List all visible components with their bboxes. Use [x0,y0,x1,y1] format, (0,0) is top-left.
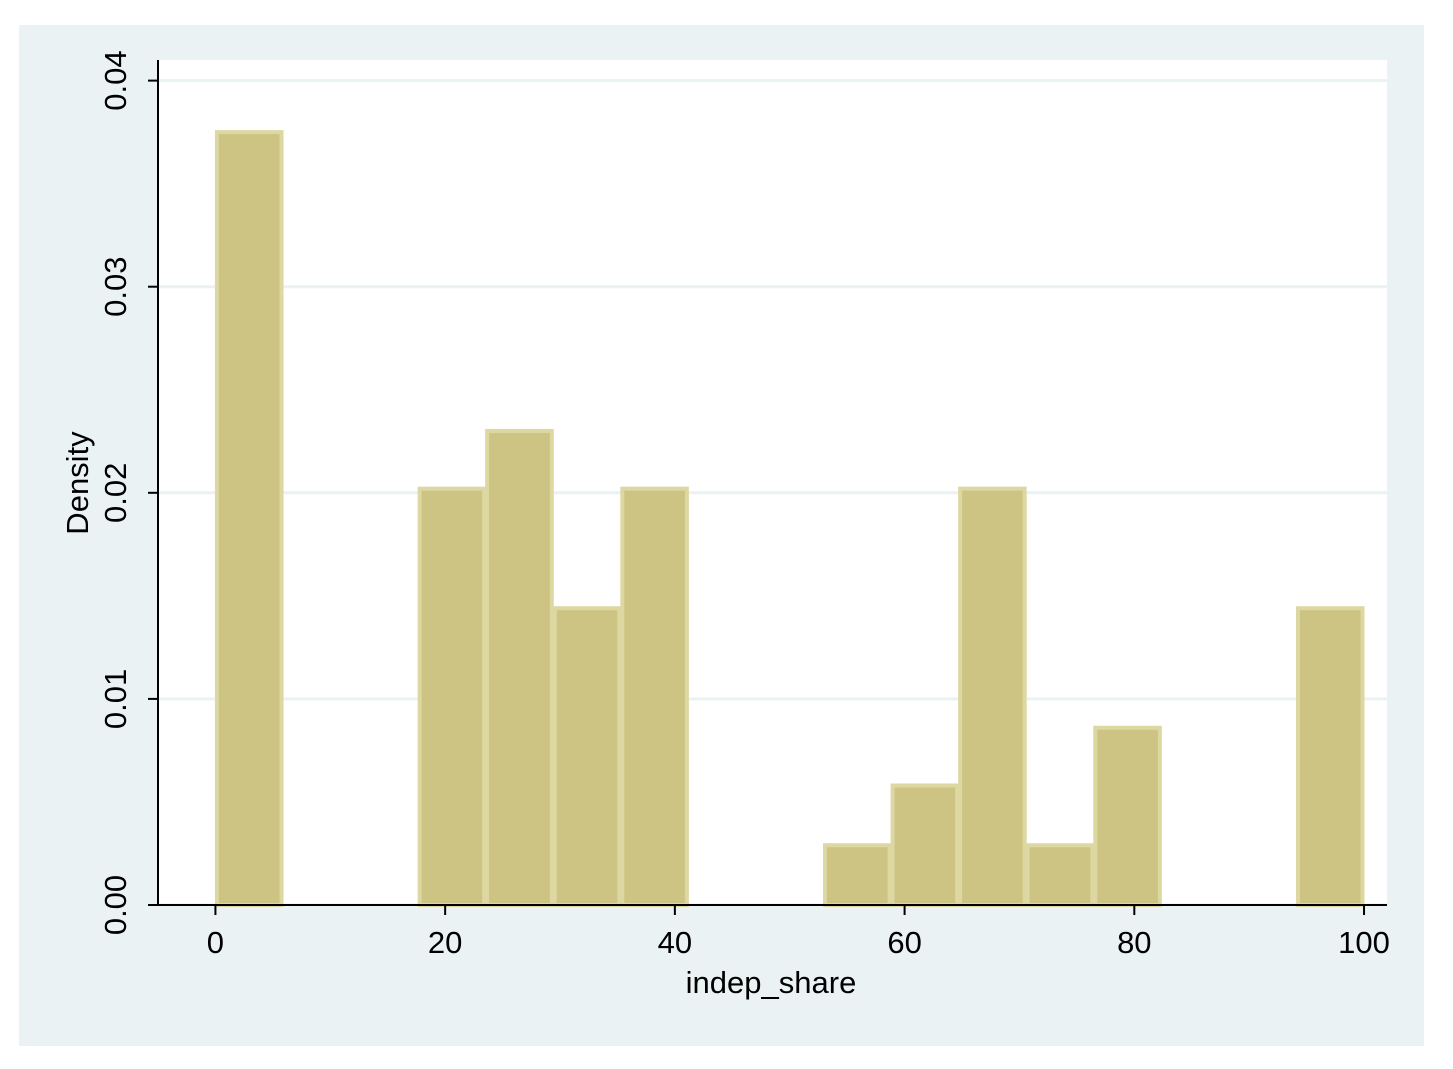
x-tick-label: 100 [1338,925,1390,960]
bar [214,130,284,907]
y-tick-label: 0.02 [98,463,133,523]
bar [552,606,622,907]
y-axis-title: Density [60,431,95,535]
bar [417,486,487,907]
x-tick-label: 80 [1117,925,1151,960]
y-tick-label: 0.03 [98,257,133,317]
bar [890,783,960,908]
bar [823,843,892,907]
x-axis-title: indep_share [686,965,857,1000]
bar [1295,606,1365,907]
x-tick-label: 20 [428,925,462,960]
y-tick-label: 0.01 [98,669,133,729]
plot-region [158,60,1387,905]
y-tick-label: 0.00 [98,875,133,935]
x-tick-label: 40 [658,925,692,960]
x-tick-label: 0 [207,925,224,960]
bar [620,486,689,907]
bar [485,428,554,907]
bar [958,486,1027,907]
x-tick-label: 60 [887,925,921,960]
bar [1093,725,1162,907]
bar [1025,843,1095,907]
y-tick-label: 0.04 [98,50,133,110]
